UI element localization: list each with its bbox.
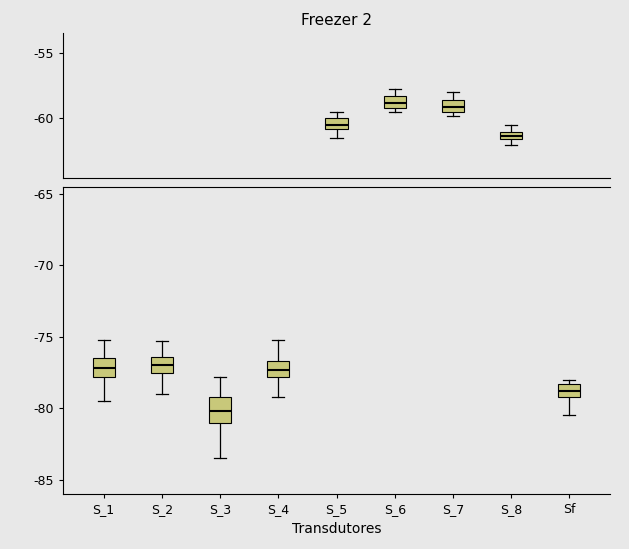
Bar — [209, 397, 231, 423]
Bar — [151, 357, 173, 373]
Bar — [325, 119, 348, 129]
Bar — [559, 384, 581, 397]
X-axis label: Transdutores: Transdutores — [292, 522, 381, 536]
Bar — [500, 132, 522, 139]
Bar — [92, 358, 114, 377]
Title: Freezer 2: Freezer 2 — [301, 13, 372, 27]
Bar — [267, 361, 289, 377]
Bar — [442, 100, 464, 112]
Bar — [384, 96, 406, 108]
